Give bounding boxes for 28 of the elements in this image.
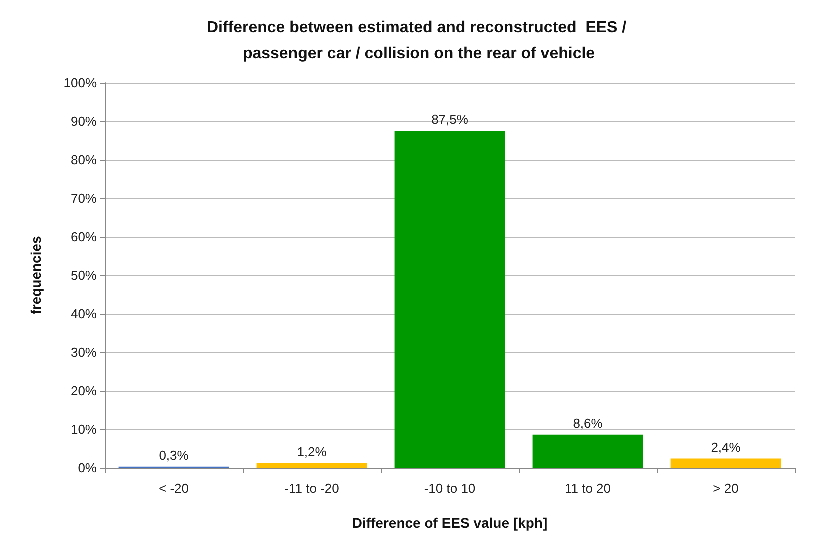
bar	[394, 131, 506, 468]
data-label: 1,2%	[297, 444, 328, 460]
y-tick-label: 50%	[70, 268, 98, 283]
y-tick-label: 10%	[70, 422, 98, 437]
y-tick-label: 0%	[78, 460, 98, 476]
y-tick-label: 60%	[70, 230, 98, 244]
x-tick-label: < -20	[159, 481, 189, 496]
data-label: 0,3%	[159, 448, 190, 463]
data-label: 87,5%	[432, 112, 469, 128]
bar	[532, 434, 644, 468]
y-tick-label: 90%	[70, 114, 98, 129]
x-tick-label: -11 to -20	[284, 481, 340, 496]
y-axis-title: frequencies	[28, 236, 44, 315]
y-tick-label: 40%	[70, 306, 98, 322]
data-label: 2,4%	[711, 440, 742, 455]
y-tick-label: 20%	[70, 384, 98, 398]
bar	[670, 458, 782, 468]
y-tick-label: 70%	[70, 191, 98, 206]
y-tick-label: 100%	[64, 76, 98, 90]
data-label: 8,6%	[573, 416, 604, 431]
chart-title: Difference between estimated and reconstructed EES / passenger car / collision on the rear of vehicle	[206, 20, 632, 62]
x-tick-label: 11 to 20	[564, 481, 612, 496]
x-axis-title: Difference of EES value [kph]	[352, 515, 548, 531]
y-tick-label: 80%	[70, 152, 98, 168]
x-tick-label: -10 to 10	[424, 481, 476, 496]
y-tick-label: 30%	[70, 345, 98, 360]
x-tick-label: > 20	[713, 481, 739, 496]
bar	[256, 463, 368, 468]
